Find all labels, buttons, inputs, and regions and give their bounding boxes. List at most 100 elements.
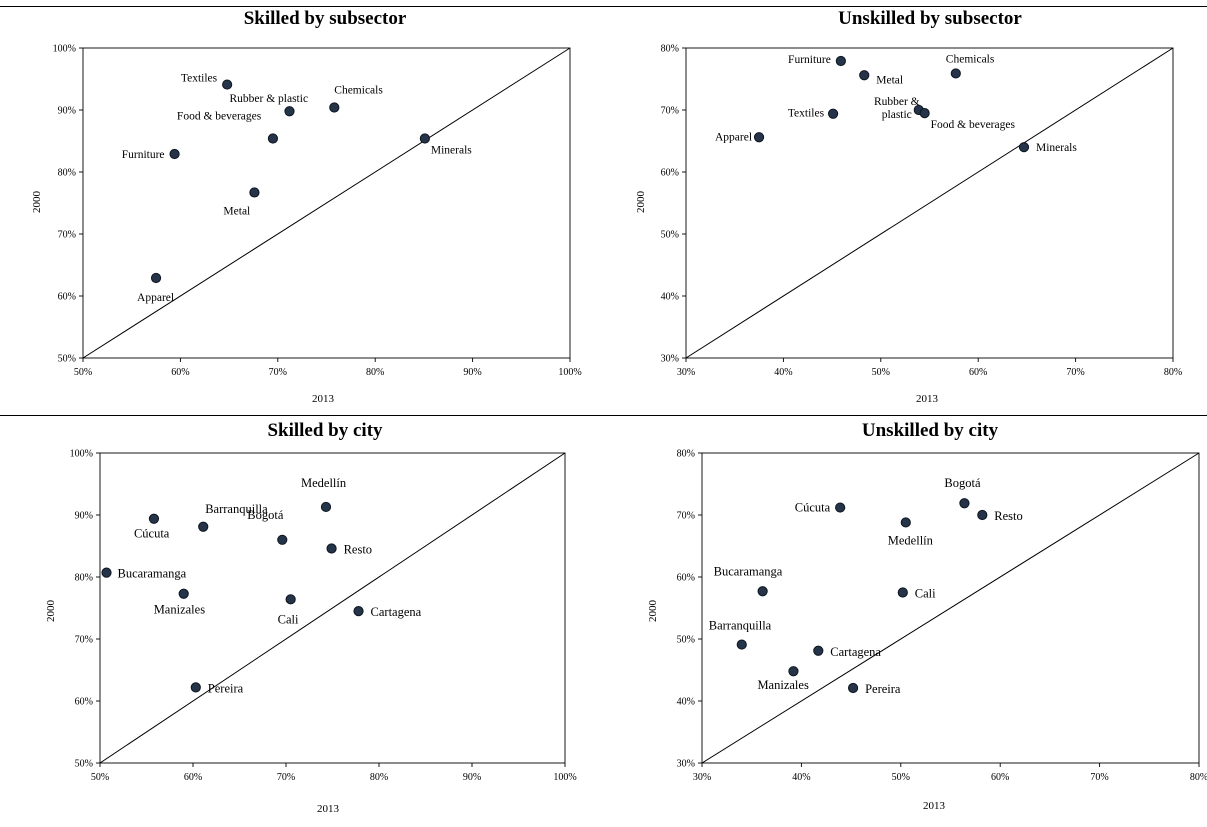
point-label: Textiles	[788, 108, 825, 120]
x-tick-label: 50%	[872, 367, 890, 378]
data-point	[101, 567, 112, 578]
panel-title: Skilled by subsector	[243, 8, 407, 29]
data-point	[977, 509, 988, 521]
point-label: Cartagena	[830, 645, 881, 659]
point-label: Cali	[915, 587, 936, 601]
data-point	[827, 108, 839, 119]
data-point	[897, 587, 908, 598]
data-point	[959, 498, 970, 509]
data-point	[148, 513, 160, 524]
diagonal-line	[82, 47, 571, 359]
point-label: Food & beverages	[177, 111, 262, 123]
data-point	[419, 133, 430, 144]
x-axis-title: 2013	[312, 393, 334, 405]
x-tick-label: 40%	[774, 367, 792, 378]
x-tick-label: 60%	[991, 772, 1009, 783]
x-tick-label: 90%	[463, 367, 481, 378]
point-label: Cali	[278, 612, 299, 626]
data-point	[169, 148, 180, 160]
data-point	[835, 55, 846, 67]
point-label: Metal	[876, 74, 903, 86]
point-label: Pereira	[208, 681, 244, 695]
y-tick-label: 80%	[58, 168, 76, 179]
point-label: Chemicals	[946, 53, 995, 65]
data-point	[284, 106, 295, 117]
diagonal-line	[685, 47, 1174, 359]
point-label: Apparel	[137, 292, 174, 304]
point-label: Cúcuta	[134, 527, 170, 541]
x-tick-label: 70%	[1066, 367, 1084, 378]
data-point	[329, 102, 340, 113]
x-tick-label: 80%	[370, 772, 388, 783]
y-tick-label: 100%	[70, 449, 93, 460]
panel-title: Skilled by city	[267, 420, 383, 441]
data-point	[919, 108, 930, 119]
data-point	[847, 682, 859, 694]
point-label: Apparel	[715, 131, 752, 143]
y-tick-label: 70%	[75, 635, 93, 646]
y-tick-label: 50%	[58, 354, 76, 365]
y-tick-label: 30%	[661, 354, 679, 365]
point-label: Bucaramanga	[118, 567, 187, 581]
x-tick-label: 50%	[74, 367, 92, 378]
y-tick-label: 50%	[661, 230, 679, 241]
x-tick-label: 50%	[892, 772, 910, 783]
x-tick-label: 60%	[184, 772, 202, 783]
x-tick-label: 70%	[269, 367, 287, 378]
plot-frame	[701, 452, 1200, 764]
data-point	[198, 521, 209, 532]
point-label: Medellín	[301, 476, 347, 490]
x-tick-label: 60%	[969, 367, 987, 378]
point-label: Chemicals	[334, 85, 383, 97]
data-point	[320, 501, 332, 513]
panel-title: Unskilled by subsector	[838, 8, 1022, 29]
point-label: Barranquilla	[205, 502, 268, 516]
diagonal-line	[99, 452, 566, 764]
point-label: Furniture	[122, 149, 165, 161]
point-label: Resto	[994, 509, 1022, 523]
point-label: Rubber & plastic	[229, 93, 308, 105]
data-point	[900, 517, 911, 528]
point-label: Medellín	[888, 533, 934, 547]
data-point	[249, 187, 260, 198]
x-axis-title: 2013	[923, 800, 945, 812]
plot-frame	[82, 47, 571, 359]
point-label: Resto	[344, 542, 372, 556]
data-point	[835, 502, 846, 513]
y-tick-label: 70%	[58, 230, 76, 241]
y-tick-label: 30%	[677, 759, 695, 770]
data-point	[277, 534, 288, 545]
y-tick-label: 60%	[58, 292, 76, 303]
y-tick-label: 80%	[677, 449, 695, 460]
point-label: Cúcuta	[795, 501, 831, 515]
y-tick-label: 60%	[75, 697, 93, 708]
x-tick-label: 30%	[693, 772, 711, 783]
x-tick-label: 100%	[558, 367, 581, 378]
point-label: Cartagena	[371, 605, 422, 619]
y-tick-label: 70%	[677, 511, 695, 522]
x-tick-label: 100%	[553, 772, 576, 783]
data-point	[859, 70, 870, 81]
x-axis-title: 2013	[317, 803, 339, 815]
top-rule	[0, 6, 1207, 7]
data-point	[150, 272, 162, 284]
point-label: Metal	[223, 205, 250, 217]
point-label: Barranquilla	[709, 619, 772, 633]
data-point	[267, 133, 279, 144]
point-label: Manizales	[154, 603, 206, 617]
plot-frame	[99, 452, 566, 764]
data-point	[326, 543, 337, 554]
x-tick-label: 80%	[1190, 772, 1207, 783]
y-tick-label: 80%	[661, 44, 679, 55]
data-point	[190, 682, 201, 693]
y-tick-label: 50%	[75, 759, 93, 770]
y-tick-label: 70%	[661, 106, 679, 117]
data-point	[950, 68, 961, 79]
y-tick-label: 80%	[75, 573, 93, 584]
panel-title: Unskilled by city	[861, 420, 999, 441]
point-label: Bogotá	[247, 508, 284, 522]
x-tick-label: 30%	[677, 367, 695, 378]
